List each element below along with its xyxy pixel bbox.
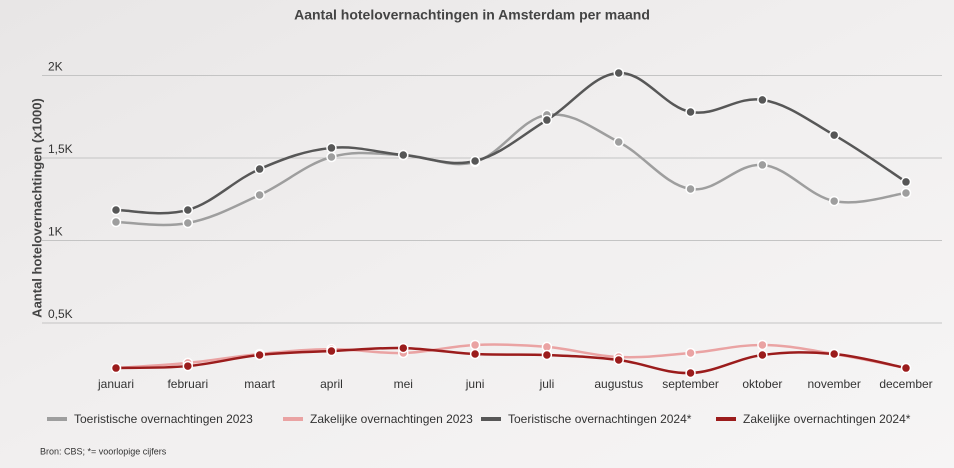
y-tick-label: 2K: [48, 60, 63, 74]
data-point: [900, 176, 912, 188]
legend-label: Zakelijke overnachtingen 2024*: [743, 412, 911, 426]
x-tick-label: april: [320, 377, 343, 391]
x-tick-label: september: [662, 377, 719, 391]
data-point: [757, 339, 768, 351]
data-point: [828, 195, 840, 207]
data-point: [110, 204, 122, 216]
data-point: [613, 136, 624, 148]
data-point: [182, 217, 194, 229]
x-tick-label: januari: [97, 377, 134, 391]
data-point: [398, 149, 409, 161]
data-point: [326, 345, 337, 357]
data-point: [685, 367, 696, 379]
data-point: [254, 163, 265, 175]
data-point: [900, 187, 912, 199]
source: Bron: CBS; *= voorlopige cijfers: [40, 446, 167, 456]
data-point: [182, 204, 194, 216]
x-tick-label: november: [807, 377, 860, 391]
y-axis-label: Aantal hotelovernachtingen (x1000): [29, 98, 44, 318]
data-point: [469, 348, 481, 360]
x-tick-label: februari: [167, 377, 208, 391]
legend-label: Toeristische overnachtingen 2024*: [508, 412, 692, 426]
data-point: [326, 142, 337, 154]
data-point: [398, 342, 409, 354]
data-point: [900, 362, 912, 374]
x-tick-label: maart: [244, 377, 275, 391]
x-tick-label: augustus: [594, 377, 643, 391]
x-tick-label: juli: [539, 377, 555, 391]
data-point: [828, 129, 840, 141]
data-point: [469, 339, 481, 351]
data-point: [828, 348, 840, 360]
chart-title: Aantal hotelovernachtingen in Amsterdam …: [294, 7, 650, 23]
data-point: [613, 67, 624, 79]
x-tick-label: mei: [394, 377, 413, 391]
data-point: [110, 216, 122, 228]
x-tick-label: december: [879, 377, 932, 391]
data-point: [757, 349, 768, 361]
legend-label: Zakelijke overnachtingen 2023: [310, 412, 473, 426]
data-point: [541, 114, 553, 126]
x-tick-label: juni: [465, 377, 485, 391]
data-point: [757, 159, 768, 171]
data-point: [685, 183, 696, 195]
data-point: [182, 360, 194, 372]
data-point: [326, 151, 337, 163]
data-point: [541, 349, 553, 361]
data-point: [685, 347, 696, 359]
data-point: [469, 155, 481, 167]
data-point: [685, 106, 696, 118]
data-point: [110, 362, 122, 374]
y-tick-label: 0,5K: [48, 307, 73, 321]
data-point: [757, 94, 768, 106]
legend-label: Toeristische overnachtingen 2023: [74, 412, 253, 426]
data-point: [254, 349, 265, 361]
y-tick-label: 1K: [48, 225, 63, 239]
series-line: [115, 71, 907, 215]
series-line: [115, 346, 907, 375]
data-point: [613, 354, 624, 366]
y-tick-label: 1,5K: [48, 142, 73, 156]
x-tick-label: oktober: [742, 377, 782, 391]
data-point: [254, 189, 265, 201]
